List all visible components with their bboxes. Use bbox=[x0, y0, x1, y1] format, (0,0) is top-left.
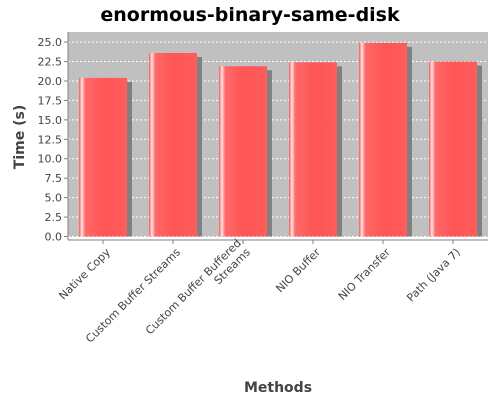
y-tick-label: 10.0 bbox=[38, 153, 63, 166]
x-tick-label: NIO Buffer bbox=[273, 245, 323, 295]
chart-title: enormous-binary-same-disk bbox=[100, 4, 400, 26]
x-tick-label: Path (Java 7) bbox=[404, 246, 463, 305]
y-tick-label: 7.5 bbox=[45, 172, 63, 185]
y-tick-label: 20.0 bbox=[38, 75, 63, 88]
gridlines bbox=[68, 41, 488, 237]
x-tick-label: Native Copy bbox=[56, 245, 113, 302]
y-axis-ticks: 0.0 2.5 5.0 7.5 10.0 12.5 15.0 17.5 20.0 22.5 25.0 bbox=[38, 36, 68, 244]
y-tick-label: 15.0 bbox=[38, 114, 63, 127]
y-axis-label: Time (s) bbox=[12, 105, 28, 169]
y-tick-label: 25.0 bbox=[38, 36, 63, 49]
x-tick-label-line: NIO Buffer bbox=[273, 245, 323, 295]
bar bbox=[79, 77, 127, 237]
x-tick-label-line: Native Copy bbox=[56, 245, 113, 302]
plot-area bbox=[68, 32, 488, 237]
y-tick-label: 22.5 bbox=[38, 56, 63, 69]
x-tick-label: NIO Transfer bbox=[336, 245, 394, 303]
bar bbox=[219, 66, 267, 237]
y-tick-label: 0.0 bbox=[45, 231, 63, 244]
x-tick-label-line: Path (Java 7) bbox=[404, 246, 463, 305]
bar bbox=[149, 52, 197, 237]
x-tick-label-line: Custom Buffer Buffered bbox=[143, 237, 244, 338]
bar bbox=[289, 62, 337, 237]
x-tick-label-line: NIO Transfer bbox=[336, 245, 394, 303]
x-axis-label: Methods bbox=[244, 380, 312, 396]
y-tick-label: 2.5 bbox=[45, 211, 63, 224]
bars bbox=[79, 42, 482, 237]
bar bbox=[359, 42, 407, 237]
bar bbox=[429, 61, 477, 237]
y-tick-label: 12.5 bbox=[38, 133, 63, 146]
y-tick-label: 17.5 bbox=[38, 94, 63, 107]
y-tick-label: 5.0 bbox=[45, 192, 63, 205]
